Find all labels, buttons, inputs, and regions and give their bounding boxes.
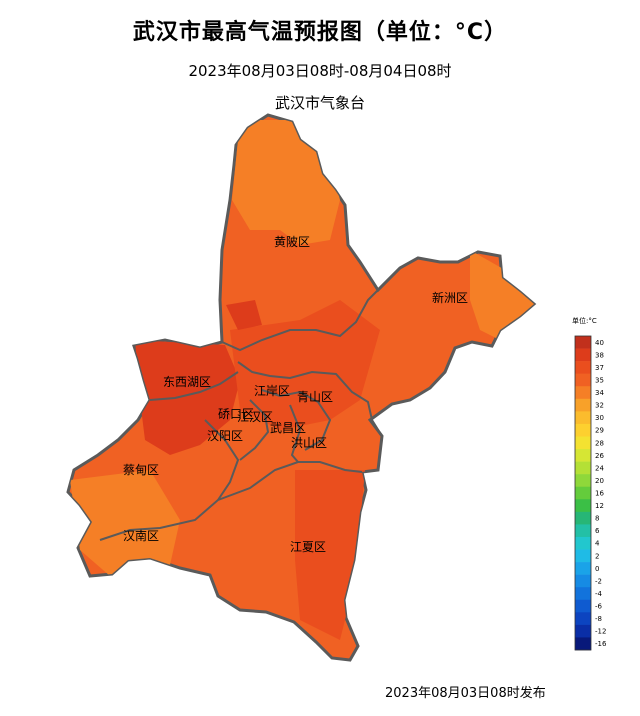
legend-title: 单位:°C — [572, 316, 597, 325]
legend-tick-label: 40 — [595, 339, 604, 347]
release-time: 2023年08月03日08时发布 — [385, 686, 546, 701]
legend-tick-label: 0 — [595, 565, 599, 573]
legend-swatch — [575, 474, 591, 488]
legend-swatch — [575, 511, 591, 525]
legend-swatch — [575, 562, 591, 575]
legend-swatch — [575, 461, 591, 475]
label-jiangan: 江岸区 — [254, 384, 290, 398]
river-line — [237, 361, 383, 437]
label-dongxihu: 东西湖区 — [163, 374, 211, 389]
label-caidian: 蔡甸区 — [123, 463, 159, 477]
legend-swatch — [575, 436, 591, 450]
legend-swatch — [575, 536, 591, 550]
temperature-fill — [66, 113, 537, 662]
legend-swatch — [575, 587, 591, 601]
label-jianghan: 江汉区 — [237, 410, 273, 424]
legend-tick-label: 2 — [595, 552, 599, 560]
label-hongshan: 洪山区 — [291, 436, 327, 450]
map-title: 武汉市最高气温预报图（单位：°C） — [132, 20, 508, 45]
legend-tick-label: 4 — [595, 540, 600, 548]
legend-tick-label: 38 — [595, 351, 604, 359]
legend-tick-label: 34 — [595, 389, 604, 397]
legend-swatches: 403837353432302928262420161286420-2-4-6-… — [574, 335, 607, 651]
label-qiaokou: 硚口区 — [218, 407, 254, 421]
legend-tick-label: 20 — [595, 477, 604, 485]
central-boundary-a — [239, 399, 270, 461]
hot-zone-west — [135, 340, 240, 455]
cool-zone-southwest — [70, 470, 180, 576]
legend-tick-label: 32 — [595, 402, 604, 410]
hot-spot-huangpi — [226, 300, 262, 330]
legend-swatch — [575, 373, 591, 387]
cool-zone-north — [232, 120, 340, 245]
legend-swatch — [575, 624, 591, 638]
forecast-period: 2023年08月03日08时-08月04日08时 — [188, 62, 452, 80]
legend-tick-label: -2 — [595, 577, 602, 585]
legend-tick-label: 30 — [595, 414, 604, 422]
legend-tick-label: 35 — [595, 376, 604, 384]
legend-tick-label: -16 — [595, 640, 607, 648]
district-labels: 黄陂区 新洲区 东西湖区 江岸区 青山区 硚口区 江汉区 武昌区 汉阳区 洪山区… — [123, 234, 468, 554]
dongxihu-boundary — [149, 371, 239, 401]
district-boundaries — [99, 289, 383, 541]
legend-swatch — [575, 398, 591, 412]
legend-tick-label: 12 — [595, 502, 604, 510]
legend-tick-label: 37 — [595, 364, 604, 372]
legend-tick-label: 29 — [595, 427, 604, 435]
label-huangpi: 黄陂区 — [274, 234, 310, 249]
label-wuchang: 武昌区 — [270, 421, 306, 435]
legend-tick-label: 26 — [595, 452, 604, 460]
legend-swatch — [575, 423, 591, 437]
legend-tick-label: 16 — [595, 490, 604, 498]
hanyang-boundary — [204, 419, 240, 501]
label-hannan: 汉南区 — [123, 528, 159, 543]
caidian-boundary — [99, 499, 219, 541]
legend-swatch — [575, 411, 591, 425]
label-xinzhou: 新洲区 — [432, 290, 468, 305]
legend-frame — [574, 335, 592, 651]
legend-swatch — [575, 524, 591, 538]
legend-swatch — [575, 449, 591, 462]
legend-swatch — [575, 599, 591, 613]
legend-swatch — [575, 574, 591, 588]
legend-swatch — [575, 336, 591, 349]
legend-tick-label: 28 — [595, 439, 604, 447]
legend-tick-label: 6 — [595, 527, 600, 535]
hongshan-boundary — [289, 404, 302, 463]
legend-tick-label: 24 — [595, 464, 604, 472]
label-qingshan: 青山区 — [297, 390, 333, 404]
legend-swatch — [575, 361, 591, 374]
legend-swatch — [575, 348, 591, 362]
legend-swatch — [575, 386, 591, 400]
color-legend: 单位:°C 403837353432302928262420161286420-… — [572, 316, 607, 651]
legend-swatch — [575, 499, 591, 513]
label-hanyang: 汉阳区 — [207, 429, 243, 443]
legend-tick-label: -8 — [595, 615, 602, 623]
cool-zone-east — [470, 250, 534, 340]
legend-tick-label: 8 — [595, 515, 599, 523]
central-boundary-b — [261, 389, 332, 451]
legend-tick-label: -6 — [595, 603, 603, 611]
legend-tick-label: -4 — [595, 590, 603, 598]
legend-tick-label: -12 — [595, 628, 606, 636]
legend-swatch — [575, 486, 591, 500]
huangpi-boundary — [221, 289, 379, 352]
warm-zone-south — [295, 470, 365, 640]
legend-swatch — [575, 549, 591, 563]
legend-swatch — [575, 612, 591, 626]
issuing-agency: 武汉市气象台 — [274, 94, 365, 112]
legend-swatch — [575, 637, 591, 651]
label-jiangxia: 江夏区 — [290, 540, 326, 554]
